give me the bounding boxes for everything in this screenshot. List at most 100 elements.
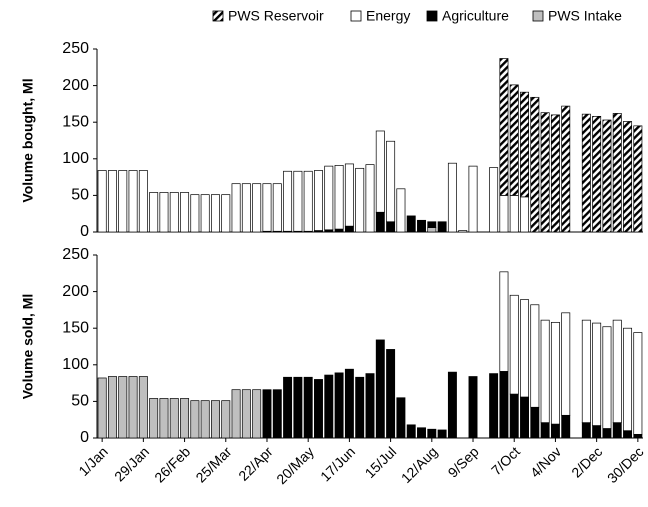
- bar: [221, 400, 231, 439]
- y-tick-label: 150: [62, 113, 89, 130]
- bar: [169, 398, 179, 439]
- x-tick-label: 9/Sep: [445, 443, 482, 480]
- bar: [530, 304, 540, 408]
- bar: [283, 376, 293, 439]
- bar: [138, 376, 148, 439]
- bar: [509, 195, 519, 233]
- bar: [592, 425, 602, 439]
- bar: [344, 225, 354, 233]
- bar: [489, 167, 499, 233]
- y-tick-label: 250: [62, 246, 89, 263]
- bar: [468, 165, 478, 233]
- bar: [231, 183, 241, 233]
- bar: [97, 377, 107, 439]
- bar: [447, 371, 457, 439]
- bar: [520, 196, 529, 233]
- bar: [334, 228, 344, 233]
- bar: [262, 183, 272, 232]
- bar: [581, 113, 591, 233]
- bar: [386, 221, 396, 233]
- legend-label: Energy: [366, 8, 410, 24]
- bar: [550, 114, 560, 233]
- bar: [447, 162, 457, 233]
- bar: [520, 91, 529, 198]
- bar: [180, 192, 190, 233]
- x-tick-label: 26/Feb: [151, 443, 193, 485]
- bar: [520, 396, 529, 439]
- legend-label: PWS Reservoir: [228, 8, 324, 24]
- bar: [344, 368, 354, 439]
- bar: [334, 165, 344, 230]
- y-axis-label: Volume sold, Ml: [20, 294, 36, 400]
- bar: [128, 376, 138, 439]
- bar: [375, 130, 385, 213]
- bar: [375, 339, 385, 439]
- x-tick-label: 29/Jan: [111, 443, 152, 484]
- bar: [303, 376, 313, 439]
- bar: [221, 194, 231, 233]
- x-tick-label: 15/Jul: [362, 443, 400, 481]
- bar: [427, 227, 437, 233]
- bar: [128, 170, 138, 233]
- bar: [561, 105, 571, 233]
- bar: [252, 389, 262, 439]
- x-tick-label: 1/Jan: [75, 443, 111, 479]
- bar: [602, 428, 612, 439]
- bar: [550, 423, 560, 439]
- bar: [190, 194, 200, 233]
- bar: [180, 398, 190, 439]
- bar: [211, 400, 220, 439]
- bar: [581, 422, 591, 439]
- x-tick-label: 20/May: [273, 443, 317, 487]
- bar: [437, 221, 447, 233]
- bar: [561, 414, 571, 439]
- bar: [107, 170, 117, 233]
- y-tick-label: 50: [71, 393, 89, 410]
- bar: [633, 433, 643, 439]
- bar: [159, 192, 169, 233]
- bar: [509, 294, 519, 395]
- bar: [107, 376, 117, 439]
- bar: [190, 400, 200, 439]
- bar: [97, 170, 107, 233]
- y-tick-label: 200: [62, 77, 89, 94]
- x-tick-label: 22/Apr: [235, 443, 276, 484]
- bar: [283, 170, 293, 232]
- bar: [138, 170, 148, 233]
- bar: [581, 319, 591, 423]
- bar: [633, 332, 643, 435]
- y-tick-label: 250: [62, 40, 89, 57]
- bar: [406, 424, 416, 439]
- bar: [623, 430, 633, 439]
- bar: [602, 326, 612, 429]
- x-tick-label: 4/Nov: [527, 443, 564, 480]
- bar: [272, 389, 282, 439]
- bar: [241, 183, 251, 233]
- bar: [458, 230, 468, 233]
- bar: [375, 211, 385, 233]
- bar: [540, 422, 550, 439]
- bar: [396, 188, 406, 233]
- bar: [200, 194, 210, 233]
- bar: [530, 406, 540, 439]
- bar: [324, 374, 334, 439]
- y-axis-label: Volume bought, Ml: [20, 78, 36, 202]
- bar: [252, 183, 262, 233]
- y-tick-label: 100: [62, 150, 89, 167]
- legend-swatch: [426, 10, 438, 22]
- bar: [262, 389, 272, 439]
- bar: [386, 140, 396, 223]
- x-tick-label: 12/Aug: [398, 443, 441, 486]
- bar: [612, 422, 622, 439]
- bar: [314, 379, 323, 439]
- bar: [417, 427, 426, 439]
- bar: [344, 163, 354, 227]
- bar: [293, 376, 303, 439]
- bar: [499, 195, 509, 233]
- bar: [293, 170, 303, 232]
- bar: [396, 397, 406, 439]
- legend-label: Agriculture: [442, 8, 509, 24]
- bar: [520, 299, 529, 398]
- bar: [561, 312, 571, 416]
